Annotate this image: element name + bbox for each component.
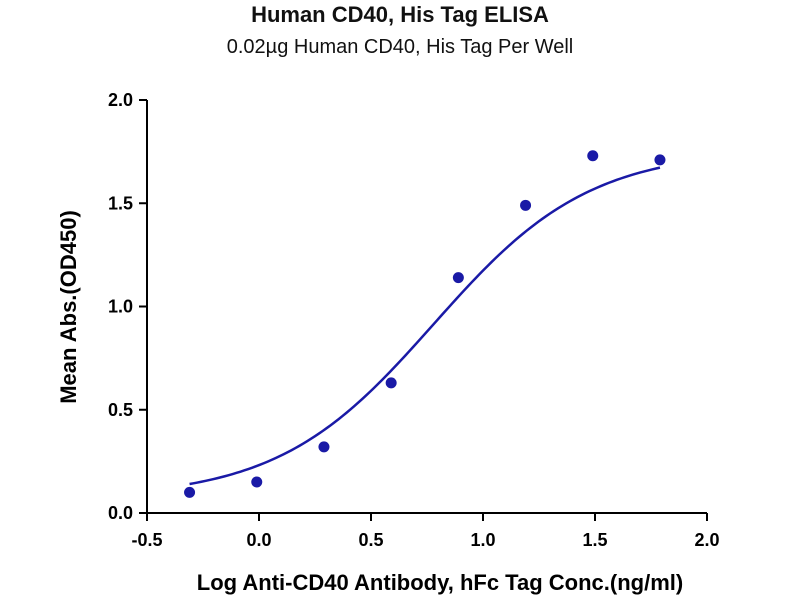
y-tick-label: 0.0 [108, 503, 133, 523]
data-point [520, 199, 532, 211]
data-point [587, 150, 599, 162]
y-tick-label: 1.0 [108, 297, 133, 317]
data-point [184, 486, 196, 498]
x-tick-label: 1.5 [582, 530, 607, 550]
x-tick-label: 0.5 [358, 530, 383, 550]
tick-labels-layer: -0.5 0.0 0.5 1.0 1.5 2.0 0.0 0.5 1.0 1.5 2.0 [108, 90, 720, 550]
fit-curve-layer [189, 166, 661, 486]
data-point [654, 154, 666, 166]
y-tick-label: 2.0 [108, 90, 133, 110]
axes [139, 99, 708, 521]
fit-curve [189, 166, 661, 486]
x-tick-label: 2.0 [694, 530, 719, 550]
y-tick-label: 0.5 [108, 400, 133, 420]
y-axis-label: Mean Abs.(OD450) [56, 210, 81, 404]
data-point [452, 272, 464, 284]
data-points-layer [184, 150, 666, 498]
x-tick-label: 0.0 [246, 530, 271, 550]
data-point [251, 476, 263, 488]
x-tick-label: 1.0 [470, 530, 495, 550]
chart-title: Human CD40, His Tag ELISA [251, 2, 549, 27]
x-axis-label: Log Anti-CD40 Antibody, hFc Tag Conc.(ng… [197, 570, 683, 595]
data-point [385, 377, 397, 389]
chart-subtitle: 0.02µg Human CD40, His Tag Per Well [226, 36, 574, 58]
y-tick-label: 1.5 [108, 193, 133, 213]
data-point [318, 441, 330, 453]
x-tick-label: -0.5 [131, 530, 162, 550]
